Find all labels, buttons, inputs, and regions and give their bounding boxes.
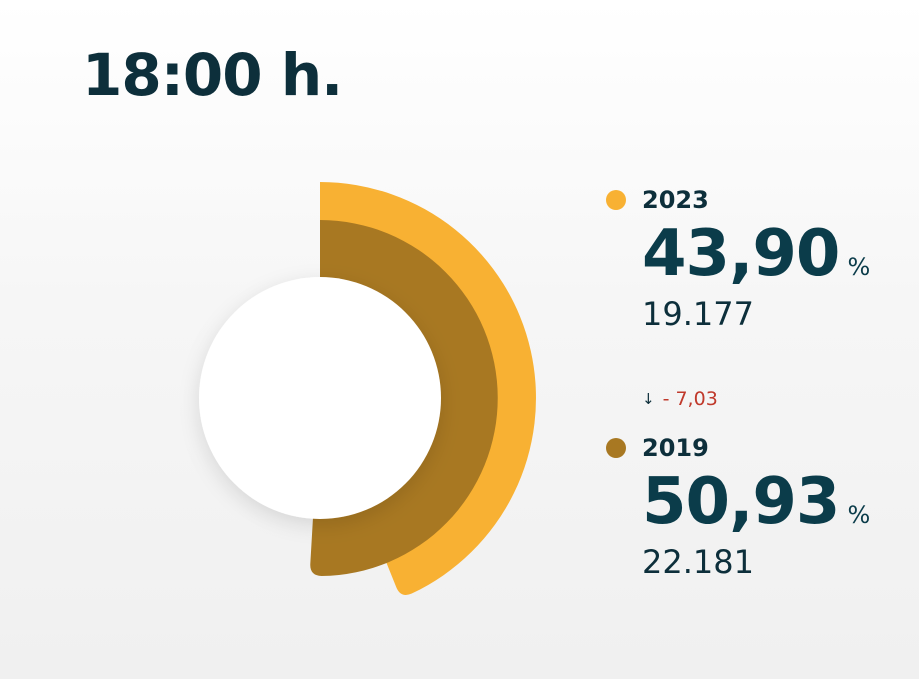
radial-chart (199, 182, 536, 595)
legend-dot-2019 (606, 438, 626, 458)
donut-center (199, 277, 441, 519)
legend-dot-2023 (606, 190, 626, 210)
arrow-down-icon: ↓ (642, 390, 655, 408)
legend-year-2019: 2019 (642, 434, 709, 462)
percent-unit-2019: % (847, 501, 871, 529)
radial-bar-2019 (310, 220, 498, 576)
delta-value: - 7,03 (662, 388, 718, 410)
delta-indicator: ↓ - 7,03 (642, 388, 718, 410)
percent-unit-2023: % (847, 253, 871, 281)
legend-year-2023: 2023 (642, 186, 709, 214)
legend-item-2019: 2019 50,93 % 22.181 (606, 434, 870, 578)
percentage-2023: 43,90 (642, 217, 840, 291)
percentage-2019: 50,93 (642, 465, 840, 539)
legend-item-2023: 2023 43,90 % 19.177 (606, 186, 870, 330)
count-2019: 22.181 (642, 543, 754, 581)
page-title: 18:00 h. (82, 41, 343, 109)
count-2023: 19.177 (642, 295, 754, 333)
